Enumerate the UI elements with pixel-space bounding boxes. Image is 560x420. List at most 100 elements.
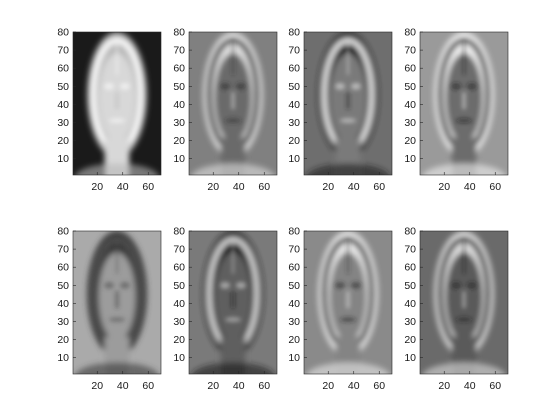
eigenface-panel-2: 10 20 30 40 50 60 70 80 20 40 60 bbox=[173, 27, 278, 193]
axes-frame bbox=[188, 31, 278, 176]
mouth bbox=[109, 317, 125, 323]
left-eye bbox=[104, 82, 115, 90]
x-tick-label: 20 bbox=[438, 380, 450, 392]
x-tick-label: 60 bbox=[489, 380, 501, 392]
y-tick-label: 70 bbox=[173, 244, 185, 256]
x-tick-label: 40 bbox=[348, 181, 360, 193]
y-tick-label: 50 bbox=[57, 81, 69, 93]
y-tick-label: 10 bbox=[57, 352, 69, 364]
y-tick-label: 30 bbox=[404, 117, 416, 129]
y-tick-label: 50 bbox=[173, 81, 185, 93]
axes-frame bbox=[419, 31, 509, 176]
axes-frame bbox=[419, 230, 509, 375]
hair-part bbox=[346, 40, 350, 75]
left-eye bbox=[335, 281, 346, 289]
axes-frame bbox=[188, 230, 278, 375]
eigenface-image bbox=[73, 231, 161, 374]
y-tick-label: 60 bbox=[288, 262, 300, 274]
y-tick-label: 30 bbox=[57, 117, 69, 129]
left-eye bbox=[451, 82, 462, 90]
eigenface-image bbox=[189, 32, 277, 175]
y-tick-label: 20 bbox=[173, 135, 185, 147]
y-tick-label: 20 bbox=[404, 334, 416, 346]
y-tick-label: 50 bbox=[173, 280, 185, 292]
y-tick-label: 30 bbox=[404, 316, 416, 328]
y-tick-label: 20 bbox=[288, 135, 300, 147]
y-tick-label: 50 bbox=[404, 81, 416, 93]
axes-frame bbox=[72, 230, 162, 375]
right-eye bbox=[119, 82, 130, 90]
x-tick-label: 40 bbox=[117, 380, 129, 392]
left-eye bbox=[220, 281, 231, 289]
y-tick-label: 30 bbox=[173, 316, 185, 328]
eigenface-image bbox=[304, 231, 392, 374]
eigenface-panel-1: 10 20 30 40 50 60 70 80 20 40 60 bbox=[57, 27, 162, 193]
nose bbox=[115, 92, 119, 110]
y-tick-label: 60 bbox=[57, 262, 69, 274]
y-tick-label: 80 bbox=[173, 27, 185, 39]
x-tick-label: 60 bbox=[142, 380, 154, 392]
y-tick-label: 10 bbox=[173, 153, 185, 165]
nose bbox=[346, 92, 350, 110]
y-tick-label: 30 bbox=[173, 117, 185, 129]
x-tick-label: 40 bbox=[233, 380, 245, 392]
y-tick-label: 40 bbox=[288, 99, 300, 111]
eigenface-image bbox=[420, 231, 508, 374]
hair-part bbox=[462, 239, 466, 274]
x-tick-label: 20 bbox=[322, 181, 334, 193]
y-tick-label: 20 bbox=[288, 334, 300, 346]
nose bbox=[462, 92, 466, 110]
hair-part bbox=[231, 239, 235, 274]
y-tick-label: 30 bbox=[288, 316, 300, 328]
y-tick-label: 20 bbox=[404, 135, 416, 147]
y-tick-label: 60 bbox=[57, 63, 69, 75]
mouth bbox=[456, 317, 472, 323]
right-eye bbox=[350, 82, 361, 90]
y-tick-label: 50 bbox=[404, 280, 416, 292]
x-tick-label: 40 bbox=[348, 380, 360, 392]
right-eye bbox=[466, 281, 477, 289]
x-tick-label: 60 bbox=[142, 181, 154, 193]
y-tick-label: 60 bbox=[173, 63, 185, 75]
eigenface-image bbox=[189, 231, 277, 374]
x-tick-label: 20 bbox=[91, 181, 103, 193]
eigenface-panel-7: 10 20 30 40 50 60 70 80 20 40 60 bbox=[288, 226, 393, 392]
hair-part bbox=[115, 239, 119, 274]
y-tick-label: 60 bbox=[173, 262, 185, 274]
axes-frame bbox=[72, 31, 162, 176]
y-tick-label: 60 bbox=[404, 63, 416, 75]
nose bbox=[231, 92, 235, 110]
y-tick-label: 40 bbox=[404, 298, 416, 310]
x-tick-label: 40 bbox=[464, 380, 476, 392]
right-eye bbox=[235, 281, 246, 289]
nose bbox=[462, 291, 466, 309]
y-tick-label: 30 bbox=[57, 316, 69, 328]
x-tick-label: 60 bbox=[489, 181, 501, 193]
x-tick-label: 60 bbox=[258, 181, 270, 193]
y-tick-label: 30 bbox=[288, 117, 300, 129]
x-tick-label: 60 bbox=[258, 380, 270, 392]
y-tick-label: 80 bbox=[57, 27, 69, 39]
right-eye bbox=[119, 281, 130, 289]
y-tick-label: 20 bbox=[57, 334, 69, 346]
x-tick-label: 20 bbox=[207, 181, 219, 193]
y-tick-label: 40 bbox=[404, 99, 416, 111]
left-eye bbox=[451, 281, 462, 289]
right-eye bbox=[466, 82, 477, 90]
y-tick-label: 10 bbox=[288, 153, 300, 165]
y-tick-label: 10 bbox=[57, 153, 69, 165]
y-tick-label: 20 bbox=[57, 135, 69, 147]
hair-part bbox=[346, 239, 350, 274]
mouth bbox=[340, 118, 356, 124]
nose bbox=[346, 291, 350, 309]
y-tick-label: 70 bbox=[57, 45, 69, 57]
y-tick-label: 40 bbox=[173, 298, 185, 310]
right-eye bbox=[350, 281, 361, 289]
x-tick-label: 20 bbox=[91, 380, 103, 392]
y-tick-label: 60 bbox=[404, 262, 416, 274]
y-tick-label: 70 bbox=[404, 244, 416, 256]
y-tick-label: 70 bbox=[57, 244, 69, 256]
y-tick-label: 40 bbox=[57, 298, 69, 310]
x-tick-label: 20 bbox=[438, 181, 450, 193]
